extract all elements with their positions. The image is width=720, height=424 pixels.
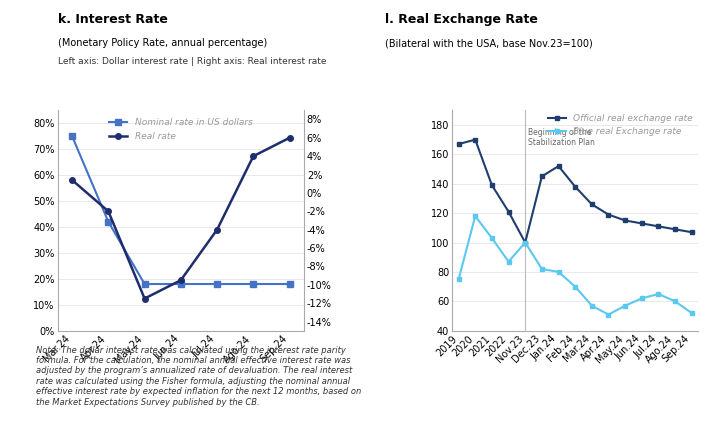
Legend: Official real exchange rate, Blue real Exchange rate: Official real exchange rate, Blue real E… xyxy=(544,110,696,140)
Text: (Bilateral with the USA, base Nov.23=100): (Bilateral with the USA, base Nov.23=100… xyxy=(385,38,593,48)
Text: Left axis: Dollar interest rate | Right axis: Real interest rate: Left axis: Dollar interest rate | Right … xyxy=(58,57,326,66)
Text: Beginning of the
Stabilization Plan: Beginning of the Stabilization Plan xyxy=(528,128,595,147)
Text: k. Interest Rate: k. Interest Rate xyxy=(58,13,168,26)
Text: l. Real Exchange Rate: l. Real Exchange Rate xyxy=(385,13,538,26)
Legend: Nominal rate in US dollars, Real rate: Nominal rate in US dollars, Real rate xyxy=(106,115,256,145)
Text: Note: The dollar interest rate was calculated using the interest rate parity
for: Note: The dollar interest rate was calcu… xyxy=(36,346,361,407)
Text: (Monetary Policy Rate, annual percentage): (Monetary Policy Rate, annual percentage… xyxy=(58,38,267,48)
